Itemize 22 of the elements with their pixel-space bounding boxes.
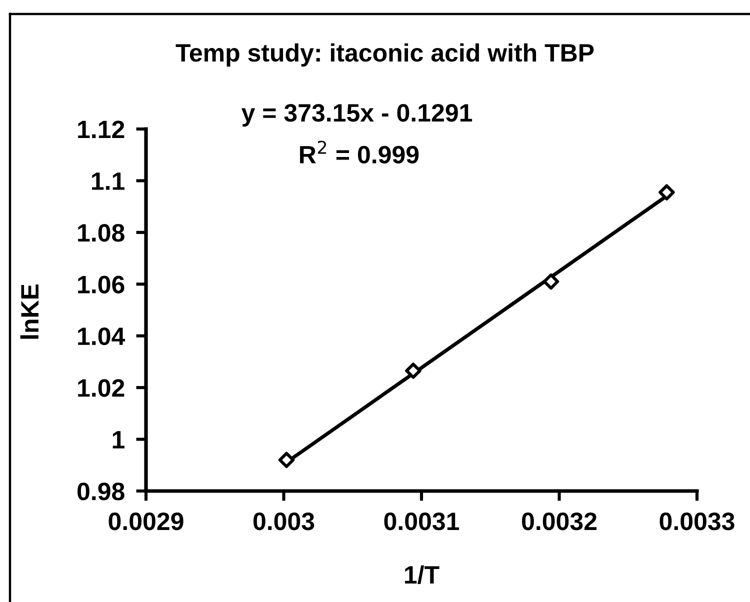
point <box>658 184 675 200</box>
annotation: R$^{2}$ = 0.999 <box>300 140 419 164</box>
y-tick-label: 1.04 <box>78 327 126 346</box>
x-tick-label: 0.0032 <box>522 512 596 530</box>
point <box>278 452 295 468</box>
point <box>405 362 422 379</box>
x-tick-label: 0.003 <box>253 512 314 530</box>
y-tick-label: 1.06 <box>78 276 124 294</box>
y-tick-label: 1.02 <box>78 379 124 397</box>
x-tick-label: 0.0031 <box>384 512 460 530</box>
x-tick-label: 0.0033 <box>660 512 734 530</box>
y-tick-label: 1.08 <box>78 224 124 242</box>
y-axis-title: lnKE <box>20 284 38 339</box>
y-tick-label: 1.12 <box>78 120 124 138</box>
x-axis-title: 1/T <box>405 565 440 584</box>
y-tick-label: 1 <box>112 431 124 448</box>
text: y = 373.15x - 0.1291 <box>241 104 472 127</box>
chart-title: Temp study: itaconic acid with TBP <box>176 43 594 67</box>
point <box>542 273 560 290</box>
y-tick-label: 1.1 <box>92 172 124 190</box>
y-tick-label: 0.98 <box>78 482 124 500</box>
x-tick-label: 0.0029 <box>108 512 184 530</box>
